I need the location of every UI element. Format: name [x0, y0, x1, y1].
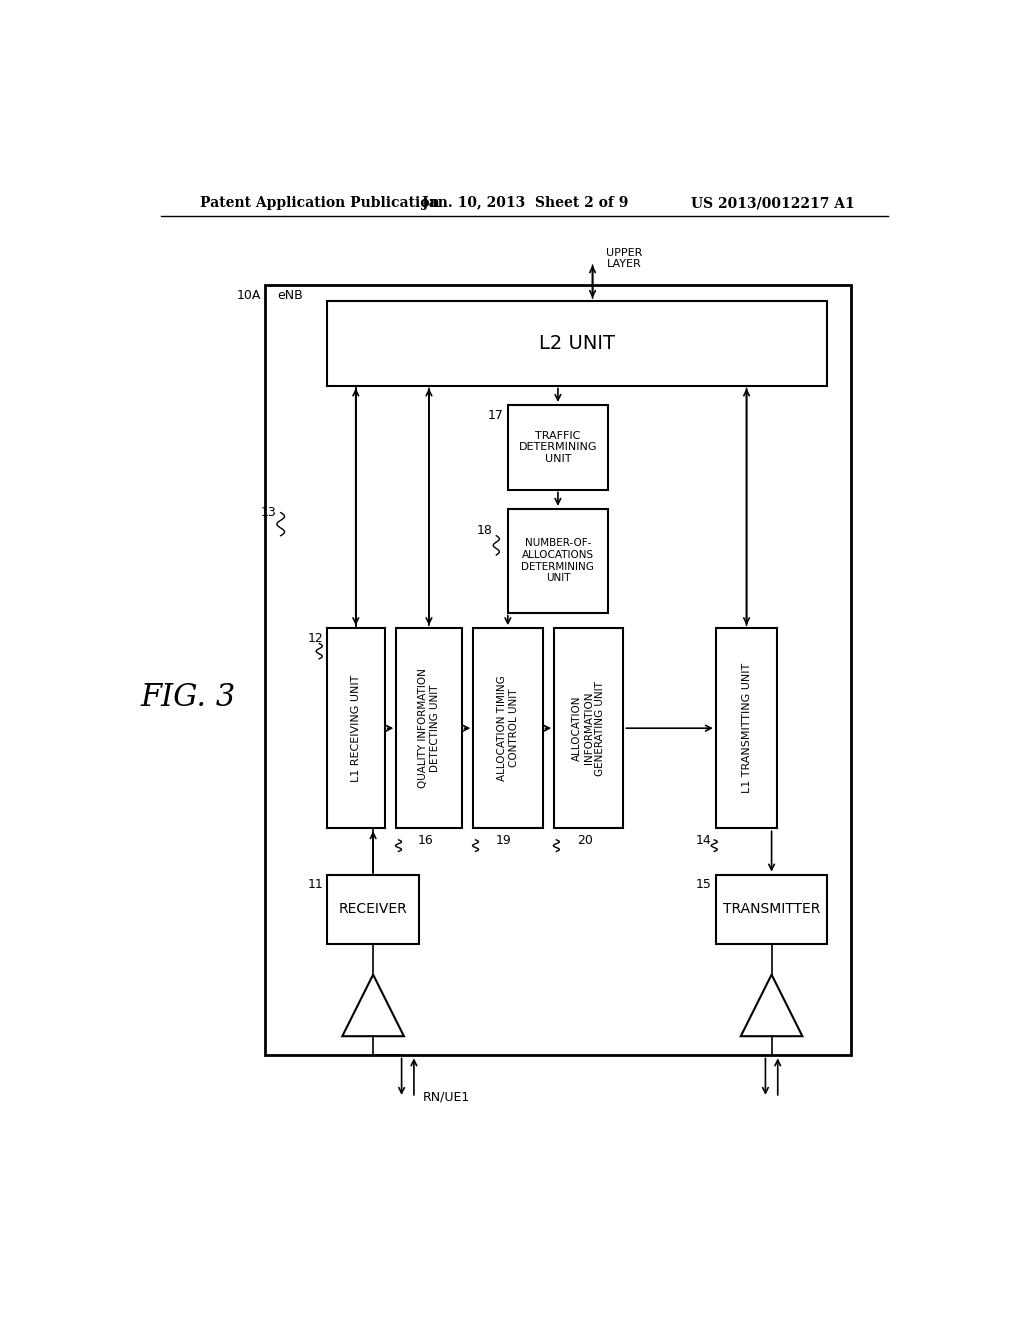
Text: Jan. 10, 2013  Sheet 2 of 9: Jan. 10, 2013 Sheet 2 of 9: [422, 197, 628, 210]
Bar: [327, 628, 385, 829]
Text: 13: 13: [261, 506, 276, 519]
Text: 12: 12: [307, 632, 323, 645]
Bar: [327, 301, 827, 385]
Text: Patent Application Publication: Patent Application Publication: [200, 197, 439, 210]
Bar: [327, 875, 419, 944]
Text: 11: 11: [307, 878, 323, 891]
Text: UPPER
LAYER: UPPER LAYER: [606, 248, 643, 269]
Text: US 2013/0012217 A1: US 2013/0012217 A1: [690, 197, 854, 210]
Text: 10A: 10A: [238, 289, 261, 302]
Text: TRANSMITTER: TRANSMITTER: [723, 902, 820, 916]
Bar: [508, 508, 608, 612]
Text: 19: 19: [497, 834, 512, 847]
Text: L1 RECEIVING UNIT: L1 RECEIVING UNIT: [351, 675, 360, 781]
Text: L2 UNIT: L2 UNIT: [540, 334, 615, 352]
Text: QUALITY INFORMATION
DETECTING UNIT: QUALITY INFORMATION DETECTING UNIT: [418, 668, 439, 788]
Text: RN/UE1: RN/UE1: [423, 1090, 470, 1104]
Bar: [716, 628, 777, 829]
Text: 15: 15: [696, 878, 712, 891]
Bar: [554, 628, 624, 829]
Bar: [396, 628, 462, 829]
Text: 17: 17: [488, 409, 504, 421]
Text: 14: 14: [696, 834, 712, 847]
Text: FIG. 3: FIG. 3: [140, 682, 236, 713]
Text: eNB: eNB: [276, 289, 303, 302]
Text: 20: 20: [577, 834, 593, 847]
Text: TRAFFIC
DETERMINING
UNIT: TRAFFIC DETERMINING UNIT: [519, 430, 597, 463]
Text: L1 TRANSMITTING UNIT: L1 TRANSMITTING UNIT: [741, 663, 752, 793]
Text: NUMBER-OF-
ALLOCATIONS
DETERMINING
UNIT: NUMBER-OF- ALLOCATIONS DETERMINING UNIT: [521, 539, 594, 583]
Bar: [508, 405, 608, 490]
Text: RECEIVER: RECEIVER: [339, 902, 408, 916]
Bar: [473, 628, 543, 829]
Text: 18: 18: [476, 524, 493, 537]
Text: 16: 16: [417, 834, 433, 847]
Text: ALLOCATION
INFORMATION
GENERATING UNIT: ALLOCATION INFORMATION GENERATING UNIT: [572, 681, 605, 776]
Bar: [716, 875, 827, 944]
Bar: [265, 285, 851, 1056]
Text: ALLOCATION TIMING
CONTROL UNIT: ALLOCATION TIMING CONTROL UNIT: [497, 676, 519, 781]
